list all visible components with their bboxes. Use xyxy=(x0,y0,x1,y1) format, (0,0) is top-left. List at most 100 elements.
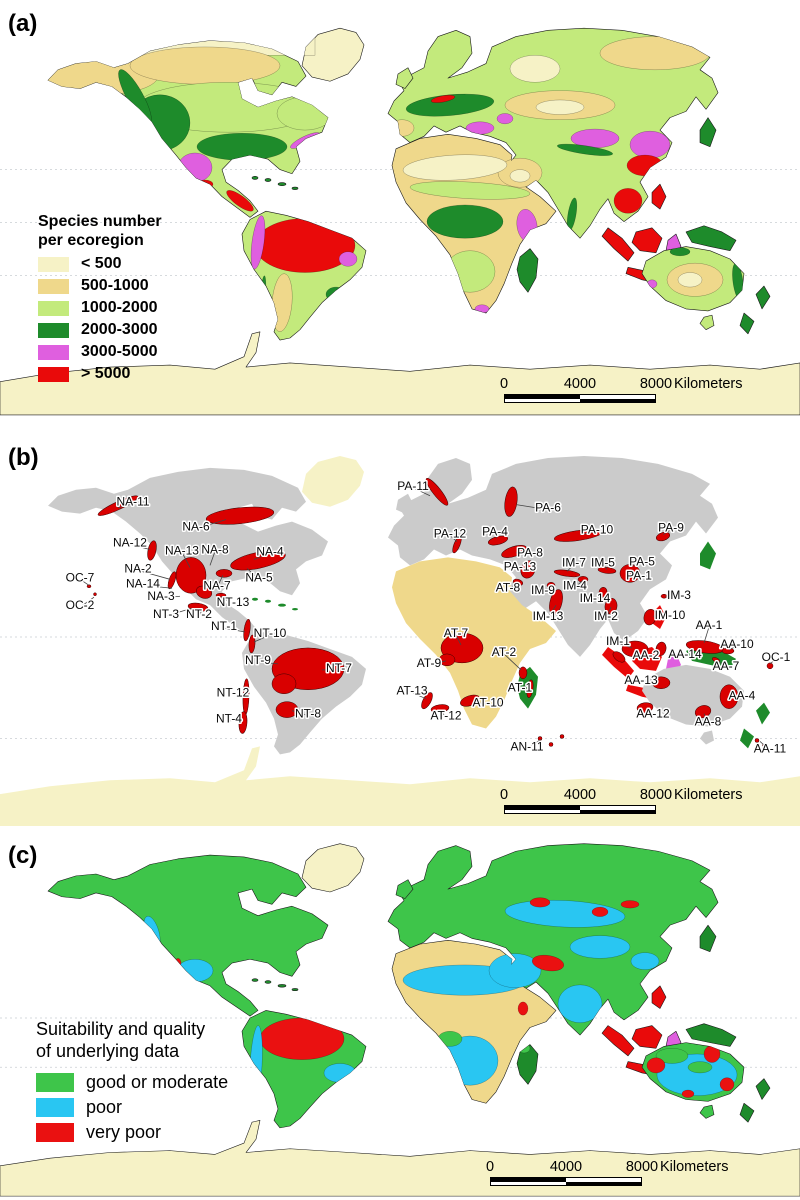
panel-a: (a) xyxy=(0,0,800,430)
legend-swatch xyxy=(36,1123,74,1142)
legend-item-label: 1000-2000 xyxy=(81,299,158,316)
ecoregion-label-im-3: IM-3 xyxy=(667,588,691,602)
ecoregion-label-pa-11: PA-11 xyxy=(397,479,429,493)
ecoregion-label-oc-1: OC-1 xyxy=(762,650,791,664)
ecoregion-label-aa-11: AA-11 xyxy=(754,741,787,755)
ecoregion-label-im-9: IM-9 xyxy=(531,583,555,597)
ecoregion-label-pa-1: PA-1 xyxy=(626,568,652,582)
ecoregion-label-im-14: IM-14 xyxy=(580,591,611,605)
ecoregion-label-pa-12: PA-12 xyxy=(434,527,467,541)
ecoregion-label-aa-10: AA-10 xyxy=(720,637,754,651)
legend-item-label: good or moderate xyxy=(86,1072,229,1092)
ecoregion-label-an-11: AN-11 xyxy=(510,739,543,753)
ecoregion-label-aa-14: AA-14 xyxy=(668,647,702,661)
scalebar-b: 0 4000 8000 Kilometers xyxy=(488,787,778,817)
ecoregion-patches xyxy=(86,477,774,748)
ecoregion-label-nt-1: NT-1 xyxy=(211,619,237,633)
ecoregion-label-aa-13: AA-13 xyxy=(624,673,658,687)
ecoregion-label-at-1: AT-1 xyxy=(508,681,533,695)
ecoregion-label-aa-1: AA-1 xyxy=(696,618,723,632)
legend-swatch xyxy=(36,1098,74,1117)
ecoregion-labels: NA-11 NA-6 NA-12 NA-13 NA-8 NA-4 NA-2 NA-5 NA-14… xyxy=(64,477,792,757)
legend-item-label: > 5000 xyxy=(81,365,131,382)
scalebar-unit: Kilometers xyxy=(674,376,743,392)
species-legend-title: Species number per ecoregion xyxy=(38,213,162,249)
ecoregion-label-na-4: NA-4 xyxy=(256,544,284,558)
ecoregion-label-na-12: NA-12 xyxy=(113,536,147,550)
ecoregion-label-at-8: AT-8 xyxy=(496,580,521,594)
ecoregion-label-at-12: AT-12 xyxy=(430,709,461,723)
ecoregion-label-na-13: NA-13 xyxy=(165,543,199,557)
species-legend: Species number per ecoregion < 500 500-1… xyxy=(38,212,162,385)
scalebar-bar xyxy=(490,1177,642,1186)
scalebar-tick: 8000 xyxy=(625,1159,659,1175)
legend-swatch xyxy=(38,322,69,338)
ecoregion-label-aa-12: AA-12 xyxy=(636,707,670,721)
ecoregion-label-im-4: IM-4 xyxy=(563,578,587,592)
legend-item: 3000-5000 xyxy=(38,341,162,363)
map-priority-ecoregions: NA-11 NA-6 NA-12 NA-13 NA-8 NA-4 NA-2 NA-5 NA-14… xyxy=(0,455,800,827)
ecoregion-label-na-5: NA-5 xyxy=(245,570,273,584)
landmasses-b xyxy=(0,455,800,827)
panel-c-letter: (c) xyxy=(8,842,38,869)
ecoregion-label-at-7: AT-7 xyxy=(444,626,469,640)
ecoregion-label-aa-4: AA-4 xyxy=(729,689,756,703)
ecoregion-label-oc-7: OC-7 xyxy=(66,570,95,584)
scalebar-tick: 0 xyxy=(485,1159,495,1175)
ecoregion-label-pa-8: PA-8 xyxy=(517,545,543,559)
ecoregion-label-nt-10: NT-10 xyxy=(254,626,287,640)
ecoregion-label-aa-2: AA-2 xyxy=(633,648,660,662)
ecoregion-label-na-6: NA-6 xyxy=(182,520,210,534)
legend-item-label: 500-1000 xyxy=(81,277,149,294)
legend-swatch xyxy=(38,344,69,360)
ecoregion-label-na-14: NA-14 xyxy=(126,576,160,590)
panel-b: (b) NA-11 NA-6 NA-12 NA-13 NA-8 NA-4 NA-2 NA-5 N… xyxy=(0,430,800,830)
map-data-quality xyxy=(0,843,800,1197)
scalebar-a: 0 4000 8000 Kilometers xyxy=(488,376,778,406)
ecoregion-label-nt-4: NT-4 xyxy=(216,712,242,726)
ecoregion-label-im-1: IM-1 xyxy=(606,634,630,648)
legend-item-label: < 500 xyxy=(81,255,122,272)
scalebar-tick: 4000 xyxy=(563,787,597,803)
ecoregion-label-nt-3: NT-3 xyxy=(153,607,179,621)
legend-item: poor xyxy=(36,1095,228,1120)
legend-item: < 500 xyxy=(38,253,162,275)
ecoregion-label-nt-2: NT-2 xyxy=(186,607,212,621)
ecoregion-label-at-2: AT-2 xyxy=(492,645,517,659)
ecoregion-label-nt-12: NT-12 xyxy=(217,686,250,700)
ecoregion-label-nt-7: NT-7 xyxy=(326,661,352,675)
ecoregion-label-na-2: NA-2 xyxy=(124,561,152,575)
ecoregion-label-im-13: IM-13 xyxy=(533,609,564,623)
scalebar-unit: Kilometers xyxy=(674,787,743,803)
ecoregion-label-nt-13: NT-13 xyxy=(217,595,250,609)
ecoregion-label-na-11: NA-11 xyxy=(116,495,149,509)
legend-item: good or moderate xyxy=(36,1070,228,1095)
data-quality-legend: Suitability and quality of underlying da… xyxy=(36,1018,228,1145)
ecoregion-label-pa-4: PA-4 xyxy=(482,525,508,539)
legend-swatch xyxy=(38,278,69,294)
scalebar-tick: 8000 xyxy=(639,376,673,392)
ecoregion-label-pa-6: PA-6 xyxy=(535,501,561,515)
ecoregion-label-na-8: NA-8 xyxy=(201,542,229,556)
legend-item: 500-1000 xyxy=(38,275,162,297)
ecoregion-label-at-10: AT-10 xyxy=(472,696,503,710)
ecoregion-label-at-9: AT-9 xyxy=(417,656,442,670)
legend-swatch xyxy=(38,300,69,316)
legend-item: 1000-2000 xyxy=(38,297,162,319)
panel-c: (c) xyxy=(0,830,800,1200)
ecoregion-label-nt-9: NT-9 xyxy=(245,653,271,667)
ecoregion-label-na-3: NA-3 xyxy=(147,589,175,603)
scalebar-tick: 4000 xyxy=(549,1159,583,1175)
ecoregion-label-nt-8: NT-8 xyxy=(295,707,321,721)
legend-swatch xyxy=(38,256,69,272)
scalebar-tick: 0 xyxy=(499,376,509,392)
ecoregion-label-aa-8: AA-8 xyxy=(695,715,722,729)
ecoregion-label-im-2: IM-2 xyxy=(594,609,618,623)
ecoregion-label-pa-9: PA-9 xyxy=(658,521,684,535)
ecoregion-label-oc-2: OC-2 xyxy=(66,598,95,612)
legend-swatch xyxy=(38,366,69,382)
scalebar-c: 0 4000 8000 Kilometers xyxy=(474,1159,764,1189)
scalebar-tick: 0 xyxy=(499,787,509,803)
legend-item-label: 2000-3000 xyxy=(81,321,158,338)
